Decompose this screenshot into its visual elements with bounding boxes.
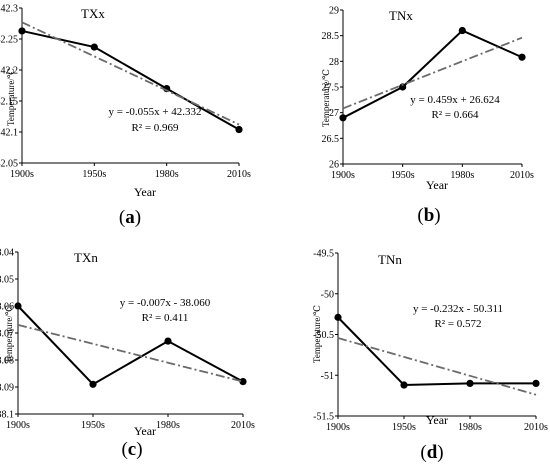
x-tick-label: 1950s (392, 422, 416, 433)
data-point (458, 26, 466, 35)
panel-title: TNx (389, 8, 413, 23)
x-tick-label: 2010s (231, 420, 255, 431)
series-line (342, 29, 523, 119)
series-line (337, 316, 536, 387)
y-tick-label: 27 (329, 108, 339, 119)
data-point (89, 380, 97, 388)
r-squared-label: R² = 0.969 (131, 122, 179, 134)
panel-title: TXn (74, 250, 98, 265)
trend-line (21, 21, 240, 126)
y-tick-label: -51 (321, 371, 334, 382)
panel-caption: (c) (121, 439, 142, 460)
data-point (164, 337, 172, 345)
y-tick-label: 26 (329, 160, 339, 171)
panel-caption: (d) (420, 442, 443, 463)
x-tick-label: 1900s (331, 170, 355, 181)
y-tick-label: -38.09 (0, 383, 14, 394)
x-tick-label: 2010s (524, 422, 548, 433)
chart-panel-a: 42.05 42.1 42.15 42.2 42.25 42.3 1900s 1950s 198… (0, 4, 251, 229)
data-point (239, 378, 247, 386)
y-axis-title: Temperature/℃ (6, 68, 16, 126)
regression-equation: y = -0.007x - 38.060 (120, 297, 211, 309)
regression-equation: y = 0.459x + 26.624 (410, 94, 500, 106)
x-tick-label: 1900s (6, 420, 30, 431)
y-tick-label: 42.3 (1, 4, 19, 15)
y-axis-title: Temperature/℃ (321, 69, 331, 127)
x-tick-label: 1980s (156, 420, 180, 431)
y-tick-label: 42.25 (0, 35, 18, 46)
x-tick-label: 1950s (82, 169, 106, 180)
chart-panel-d: -51.5 -51 -50.5 -50 -49.5 1900s 1950s 1980s 2010… (312, 249, 548, 464)
x-axis-title: Year (134, 424, 156, 438)
y-axis-title: Temperature/℃ (4, 305, 14, 363)
x-tick-label: 1950s (81, 420, 105, 431)
chart-panel-c: -38.1 -38.09 -38.08 -38.07 -38.06 -38.05 -38.0… (0, 248, 255, 461)
data-point (334, 313, 342, 321)
data-point (90, 43, 98, 51)
data-point (518, 53, 526, 61)
data-point (18, 27, 26, 35)
y-tick-label: -50 (321, 289, 334, 300)
y-tick-label: 26.5 (322, 134, 340, 145)
y-tick-label: 28 (329, 57, 339, 68)
y-tick-label: 42.2 (1, 66, 19, 77)
r-squared-label: R² = 0.572 (434, 318, 481, 330)
trend-line (17, 324, 244, 383)
regression-equation: y = -0.232x - 50.311 (413, 303, 503, 315)
y-tick-label: 29 (329, 6, 339, 17)
y-axis-title: Temperature/℃ (312, 305, 322, 363)
data-point (14, 302, 22, 310)
regression-equation: y = -0.055x + 42.332 (108, 106, 201, 118)
x-tick-label: 1950s (391, 170, 415, 181)
x-tick-label: 1980s (155, 169, 179, 180)
y-tick-label: -51.5 (313, 412, 334, 423)
y-tick-label: 28.5 (322, 31, 340, 42)
panel-title: TNn (378, 252, 402, 267)
data-point (235, 125, 243, 134)
x-tick-label: 1900s (10, 169, 34, 180)
y-tick-label: 42.05 (0, 159, 18, 170)
trend-line (337, 337, 537, 396)
chart-panel-b: 26 26.5 27 27.5 28 28.5 29 1900s 1950s 1980s 2010s… (321, 6, 534, 227)
panel-caption: (a) (119, 207, 141, 228)
y-tick-label: 42.1 (1, 128, 19, 139)
x-axis-title: Year (134, 185, 156, 199)
data-point (466, 379, 474, 387)
panel-caption: (b) (417, 205, 440, 226)
y-tick-label: -38.1 (0, 410, 14, 421)
data-point (532, 379, 540, 387)
data-point (399, 83, 407, 91)
r-squared-label: R² = 0.411 (142, 312, 189, 324)
y-tick-label: 42.15 (0, 97, 18, 108)
y-tick-label: -38.08 (0, 356, 14, 367)
y-tick-label: -38.06 (0, 302, 14, 313)
y-tick-label: -38.07 (0, 329, 14, 340)
x-axis-title: Year (426, 413, 448, 427)
panel-title: TXx (81, 6, 105, 21)
series-line (17, 305, 244, 386)
x-tick-label: 2010s (510, 170, 534, 181)
y-tick-label: -38.04 (0, 248, 14, 259)
r-squared-label: R² = 0.664 (431, 109, 479, 121)
x-tick-label: 1980s (450, 170, 474, 181)
x-tick-label: 2010s (227, 169, 251, 180)
y-tick-label: 27.5 (322, 83, 340, 94)
trend-line (342, 36, 523, 110)
x-tick-label: 1900s (326, 422, 350, 433)
y-tick-label: -38.05 (0, 275, 14, 286)
x-tick-label: 1980s (458, 422, 482, 433)
x-axis-title: Year (426, 178, 448, 192)
data-point (339, 114, 347, 122)
data-point (400, 381, 408, 389)
y-tick-label: -50.5 (313, 330, 334, 341)
y-tick-label: -49.5 (313, 249, 334, 260)
